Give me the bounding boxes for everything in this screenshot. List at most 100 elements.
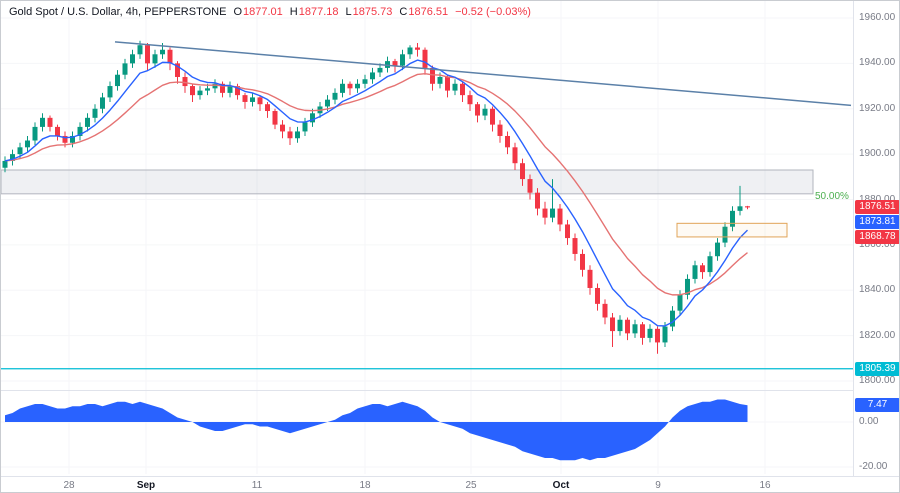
candle-body: [452, 83, 458, 91]
candle-body: [32, 126, 38, 141]
ma_slow-line[interactable]: [4, 72, 748, 296]
candle-body: [715, 242, 720, 257]
candle-body: [467, 95, 473, 105]
candle-body: [347, 83, 353, 89]
candle-body: [100, 97, 105, 109]
candle-body: [235, 86, 240, 96]
candle-body: [520, 163, 525, 180]
ohlc-low-label: L: [345, 6, 352, 18]
symbol-title[interactable]: Gold Spot / U.S. Dollar, 4h, PEPPERSTONE: [9, 6, 227, 18]
candle-body: [167, 49, 173, 64]
candle-body: [355, 83, 360, 89]
time-axis-label: 25: [465, 480, 477, 491]
candle-body: [422, 49, 428, 68]
price-box[interactable]: [676, 222, 788, 238]
candle-body: [362, 79, 368, 84]
candle-body: [205, 88, 210, 91]
price-axis-label: 1940.00: [859, 57, 896, 69]
candle-body: [302, 122, 308, 132]
candle-body: [137, 45, 143, 55]
candle-body: [250, 97, 255, 102]
candle-body: [505, 135, 510, 148]
candle-body: [662, 326, 668, 343]
candle-body: [700, 265, 705, 273]
candle-body: [737, 206, 743, 211]
ohlc-open-value: 1877.01: [243, 6, 283, 18]
candle-body: [55, 126, 60, 136]
candle-body: [145, 45, 150, 64]
candle-body: [437, 76, 443, 84]
candle-body: [287, 131, 293, 139]
candle-body: [655, 328, 660, 343]
candle-body: [692, 265, 698, 279]
indicator-badge: 7.47: [855, 398, 899, 413]
candle-body: [152, 54, 158, 64]
candle-body: [47, 117, 53, 127]
candle-body: [392, 61, 398, 66]
trendline[interactable]: [114, 41, 852, 107]
candle-body: [295, 131, 300, 139]
time-axis-label: 28: [63, 480, 75, 491]
candle-body: [325, 99, 330, 107]
candle-body: [227, 86, 233, 93]
time-axis-label: 18: [359, 480, 371, 491]
candle-body: [92, 108, 98, 118]
candle-body: [197, 90, 203, 96]
candle-body: [242, 95, 248, 102]
candle-body: [602, 303, 608, 318]
candle-body: [617, 319, 623, 332]
candle-body: [550, 208, 555, 218]
price-axis-label: 1960.00: [859, 12, 896, 23]
candle-body: [460, 83, 465, 96]
price-axis-label: 1800.00: [859, 375, 896, 386]
candle-body: [130, 54, 135, 64]
candle-body: [25, 140, 30, 148]
candle-body: [445, 76, 450, 91]
time-axis-label: Sep: [136, 480, 156, 491]
price-scale[interactable]: 1960.00 1940.00 1920.00 1900.00 1880.00 1860.…: [853, 1, 899, 476]
time-scale[interactable]: 28 Sep 11 18 25 Oct 9 16: [1, 476, 899, 492]
candle-body: [62, 135, 68, 143]
candle-body: [527, 179, 533, 193]
candle-body: [557, 208, 563, 225]
chart-legend[interactable]: Gold Spot / U.S. Dollar, 4h, PEPPERSTONE…: [9, 6, 531, 18]
candle-body: [17, 147, 23, 155]
price-change: −0.52 (−0.03%): [455, 6, 531, 18]
candle-body: [430, 67, 435, 84]
resistance-zone[interactable]: [1, 169, 814, 195]
time-axis-label: 9: [655, 480, 661, 491]
candle-body: [340, 83, 345, 93]
candle-body: [182, 76, 188, 87]
candle-body: [122, 63, 128, 75]
candle-body: [190, 86, 195, 96]
ma_fast-line[interactable]: [4, 59, 748, 327]
candle-body: [632, 324, 638, 334]
candle-body: [610, 317, 615, 332]
candle-body: [572, 238, 578, 254]
candle-body: [160, 49, 165, 55]
price-axis-label: -20.00: [859, 461, 888, 472]
ohlc-open-label: O: [233, 6, 243, 18]
candle-body: [542, 208, 548, 218]
chart-canvas[interactable]: [1, 1, 853, 476]
candle-body: [400, 54, 405, 66]
price-axis-label: 0.00: [859, 416, 879, 427]
price-axis-label: 1820.00: [859, 329, 896, 341]
candle-body: [220, 83, 225, 93]
price-badge: 1876.51: [855, 200, 899, 215]
candle-body: [587, 269, 593, 288]
candle-body: [415, 47, 420, 50]
candle-body: [490, 108, 495, 125]
pane-separator[interactable]: [1, 390, 899, 391]
candle-body: [595, 287, 600, 304]
candle-body: [677, 294, 683, 311]
candle-body: [272, 111, 278, 125]
candle-body: [370, 72, 375, 80]
candle-body: [565, 224, 570, 239]
price-badge: 1868.78: [855, 230, 899, 245]
candle-body: [377, 67, 383, 73]
candle-body: [77, 126, 83, 136]
candle-body: [310, 113, 315, 123]
time-axis-label: 16: [759, 480, 771, 491]
